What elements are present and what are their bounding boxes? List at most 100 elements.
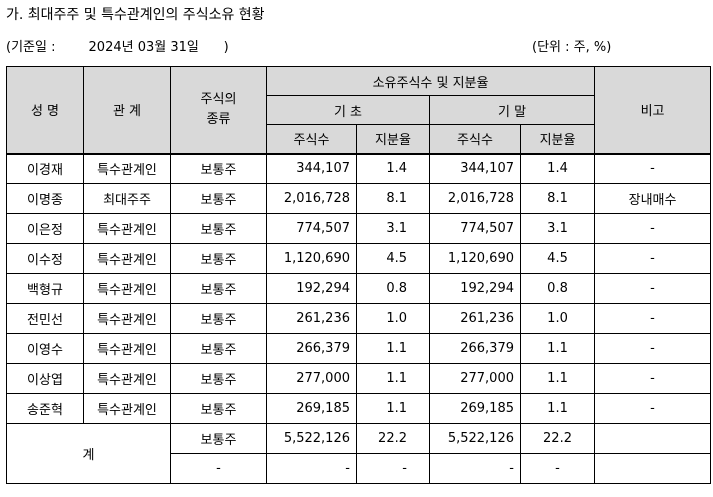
end-ratio-cell: 1.4 bbox=[519, 153, 596, 184]
begin-ratio-cell: 1.1 bbox=[356, 363, 430, 394]
table-row: 이수정 특수관계인 보통주 1,120,690 4.5 1,120,690 4.5- bbox=[6, 243, 712, 274]
relation-cell: 특수관계인 bbox=[83, 273, 171, 304]
shareholder-name: 전민선 bbox=[6, 303, 84, 334]
stock-type-cell: 보통주 bbox=[170, 303, 267, 334]
basis-date: (기준일 : 2024년 03월 31일 ) bbox=[6, 40, 229, 55]
end-ratio-cell: 8.1 bbox=[519, 183, 596, 214]
begin-ratio-cell: 1.0 bbox=[356, 303, 430, 334]
shareholder-name: 이수정 bbox=[6, 243, 84, 274]
begin-ratio-cell: 4.5 bbox=[356, 243, 430, 274]
total-stock-type: - bbox=[170, 453, 267, 484]
stock-type-cell: 보통주 bbox=[170, 153, 267, 184]
total-begin-ratio: - bbox=[356, 453, 430, 484]
relation-cell: 최대주주 bbox=[83, 183, 171, 214]
end-shares-cell: 269,185 bbox=[429, 393, 521, 424]
end-shares-cell: 1,120,690 bbox=[429, 243, 521, 274]
begin-ratio-cell: 8.1 bbox=[356, 183, 430, 214]
relation-cell: 특수관계인 bbox=[83, 363, 171, 394]
header-begin-ratio: 지분율 bbox=[356, 124, 430, 155]
begin-shares-cell: 774,507 bbox=[266, 213, 357, 244]
note-cell: - bbox=[594, 243, 712, 274]
header-end-shares: 주식수 bbox=[429, 124, 521, 155]
total-begin-ratio: 22.2 bbox=[356, 423, 430, 454]
table-row: 이은정 특수관계인 보통주 774,507 3.1 774,507 3.1- bbox=[6, 213, 712, 244]
table-row: 이영수 특수관계인 보통주 266,379 1.1 266,379 1.1- bbox=[6, 333, 712, 364]
begin-shares-cell: 277,000 bbox=[266, 363, 357, 394]
shareholder-name: 백형규 bbox=[6, 273, 84, 304]
total-row: ----- bbox=[7, 453, 712, 484]
table-row: 전민선 특수관계인 보통주 261,236 1.0 261,236 1.0- bbox=[6, 303, 712, 334]
note-cell: - bbox=[594, 153, 712, 184]
total-end-ratio: - bbox=[519, 453, 596, 484]
total-begin-shares: 5,522,126 bbox=[266, 423, 357, 454]
end-shares-cell: 261,236 bbox=[429, 303, 521, 334]
stock-type-cell: 보통주 bbox=[170, 333, 267, 364]
end-shares-cell: 774,507 bbox=[429, 213, 521, 244]
header-begin-shares: 주식수 bbox=[266, 124, 357, 155]
stock-type-cell: 보통주 bbox=[170, 243, 267, 274]
note-cell: - bbox=[594, 273, 712, 304]
note-cell: - bbox=[594, 363, 712, 394]
header-end: 기 말 bbox=[428, 95, 596, 125]
total-begin-shares: - bbox=[266, 453, 357, 484]
end-shares-cell: 192,294 bbox=[429, 273, 521, 304]
begin-ratio-cell: 3.1 bbox=[356, 213, 430, 244]
relation-cell: 특수관계인 bbox=[83, 303, 171, 334]
begin-shares-cell: 266,379 bbox=[266, 333, 357, 364]
section-title: 가. 최대주주 및 특수관계인의 주식소유 현황 bbox=[6, 7, 265, 23]
stock-type-cell: 보통주 bbox=[170, 183, 267, 214]
stock-type-cell: 보통주 bbox=[170, 393, 267, 424]
begin-ratio-cell: 1.4 bbox=[356, 153, 430, 184]
stock-type-cell: 보통주 bbox=[170, 273, 267, 304]
header-holdings: 소유주식수 및 지분율 bbox=[265, 66, 596, 96]
end-ratio-cell: 1.1 bbox=[519, 333, 596, 364]
header-name: 성 명 bbox=[6, 66, 84, 155]
total-row: 계 보통주 5,522,126 22.2 5,522,126 22.2 bbox=[6, 423, 712, 484]
end-ratio-cell: 4.5 bbox=[519, 243, 596, 274]
shareholder-name: 송준혁 bbox=[6, 393, 84, 424]
shareholding-table: 성 명 관 계 주식의 종류 소유주식수 및 지분율 비고 기 초 기 말 주식… bbox=[6, 66, 712, 484]
header-begin: 기 초 bbox=[266, 95, 430, 125]
relation-cell: 특수관계인 bbox=[83, 333, 171, 364]
total-end-shares: 5,522,126 bbox=[429, 423, 521, 454]
total-label: 계 bbox=[6, 423, 171, 484]
begin-shares-cell: 1,120,690 bbox=[266, 243, 357, 274]
note-cell: - bbox=[594, 393, 712, 424]
stock-type-cell: 보통주 bbox=[170, 213, 267, 244]
begin-ratio-cell: 0.8 bbox=[356, 273, 430, 304]
total-note bbox=[594, 453, 712, 484]
begin-ratio-cell: 1.1 bbox=[356, 393, 430, 424]
header-relation: 관 계 bbox=[83, 66, 171, 155]
table-row: 백형규 특수관계인 보통주 192,294 0.8 192,294 0.8- bbox=[6, 273, 712, 304]
end-ratio-cell: 0.8 bbox=[519, 273, 596, 304]
begin-ratio-cell: 1.1 bbox=[356, 333, 430, 364]
begin-shares-cell: 344,107 bbox=[266, 153, 357, 184]
table-row: 송준혁 특수관계인 보통주 269,185 1.1 269,185 1.1- bbox=[6, 393, 712, 424]
total-stock-type: 보통주 bbox=[170, 423, 267, 454]
table-row: 이경재 특수관계인 보통주 344,107 1.4 344,107 1.4- bbox=[6, 153, 712, 184]
end-shares-cell: 266,379 bbox=[429, 333, 521, 364]
begin-shares-cell: 2,016,728 bbox=[266, 183, 357, 214]
note-cell: - bbox=[594, 333, 712, 364]
total-note bbox=[594, 423, 712, 454]
relation-cell: 특수관계인 bbox=[83, 243, 171, 274]
end-ratio-cell: 3.1 bbox=[519, 213, 596, 244]
unit-label: (단위 : 주, %) bbox=[532, 40, 612, 55]
table-row: 이명종 최대주주 보통주 2,016,728 8.1 2,016,728 8.1 장내매수 bbox=[6, 183, 712, 214]
end-ratio-cell: 1.1 bbox=[519, 363, 596, 394]
shareholder-name: 이상엽 bbox=[6, 363, 84, 394]
relation-cell: 특수관계인 bbox=[83, 393, 171, 424]
stock-type-cell: 보통주 bbox=[170, 363, 267, 394]
table-row: 이상엽 특수관계인 보통주 277,000 1.1 277,000 1.1- bbox=[6, 363, 712, 394]
header-end-ratio: 지분율 bbox=[519, 124, 596, 155]
shareholder-name: 이명종 bbox=[6, 183, 84, 214]
header-stock-type: 주식의 종류 bbox=[170, 66, 267, 155]
end-ratio-cell: 1.0 bbox=[519, 303, 596, 334]
end-shares-cell: 277,000 bbox=[429, 363, 521, 394]
header-note: 비고 bbox=[594, 66, 712, 155]
shareholder-name: 이영수 bbox=[6, 333, 84, 364]
end-ratio-cell: 1.1 bbox=[519, 393, 596, 424]
begin-shares-cell: 269,185 bbox=[266, 393, 357, 424]
note-cell: - bbox=[594, 303, 712, 334]
relation-cell: 특수관계인 bbox=[83, 213, 171, 244]
